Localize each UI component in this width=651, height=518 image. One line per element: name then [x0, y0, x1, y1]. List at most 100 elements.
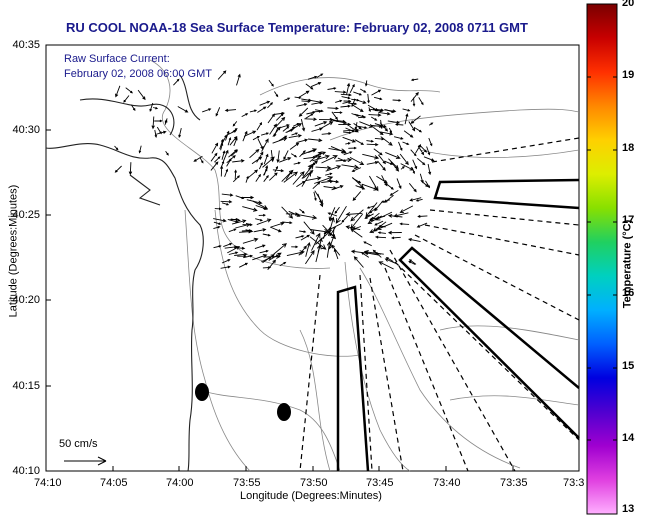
- current-vector: [402, 141, 410, 145]
- current-vector: [370, 116, 378, 121]
- current-vector: [220, 265, 231, 269]
- x-tick-label: 74:00: [166, 477, 194, 489]
- current-vector: [243, 130, 257, 137]
- current-vector: [255, 173, 261, 182]
- surface-current-vectors: [114, 70, 435, 270]
- current-vector: [353, 91, 363, 96]
- current-vector: [387, 230, 402, 235]
- current-vector: [345, 127, 355, 133]
- current-vector: [327, 179, 340, 184]
- current-vector: [232, 175, 241, 183]
- current-vector: [385, 108, 395, 113]
- current-vector: [298, 90, 310, 98]
- current-vector: [155, 130, 167, 135]
- current-vector: [381, 175, 388, 187]
- current-vector: [291, 245, 299, 249]
- current-vector: [263, 153, 269, 165]
- current-vector: [408, 121, 416, 132]
- current-vector: [328, 147, 346, 153]
- current-vector: [391, 236, 401, 240]
- current-vector: [309, 99, 324, 104]
- current-vector: [417, 214, 428, 218]
- current-vector: [369, 215, 386, 221]
- current-vector: [275, 116, 286, 128]
- current-vector: [164, 118, 168, 124]
- current-vector: [374, 201, 383, 212]
- current-vector: [299, 150, 306, 158]
- current-vector: [232, 121, 238, 127]
- x-tick-label: 73:3: [563, 477, 585, 489]
- buoy-marker: [277, 403, 291, 421]
- radar-beam-dashes: [299, 137, 580, 472]
- current-vector: [300, 119, 306, 132]
- current-vector: [327, 87, 337, 90]
- current-vector: [230, 149, 238, 157]
- current-vector: [263, 174, 269, 182]
- current-vector: [253, 228, 267, 233]
- current-vector: [308, 138, 323, 143]
- current-vector: [138, 145, 142, 154]
- plot-frame: [45, 44, 580, 472]
- current-vector: [367, 93, 370, 104]
- current-vector: [272, 169, 285, 173]
- current-vector: [257, 138, 264, 150]
- current-vector: [341, 215, 348, 223]
- current-vector: [312, 181, 321, 190]
- y-tick-label: 40:10: [12, 465, 40, 477]
- colorbar-tick-label: 18: [622, 142, 635, 154]
- current-vector: [305, 113, 314, 119]
- current-vector: [327, 106, 339, 110]
- current-vector: [230, 218, 241, 222]
- current-vector: [221, 150, 226, 160]
- current-vector: [299, 208, 305, 214]
- current-vector: [400, 166, 405, 170]
- current-vector: [221, 259, 231, 264]
- current-vector: [149, 102, 154, 112]
- current-vector: [269, 226, 282, 233]
- current-vector: [261, 138, 269, 152]
- current-vector: [214, 156, 221, 163]
- current-vector: [364, 80, 368, 87]
- current-vector: [321, 155, 338, 164]
- current-vector: [315, 244, 322, 263]
- y-tick-label: 40:25: [12, 209, 40, 221]
- current-vector: [408, 237, 421, 243]
- current-vector: [225, 130, 230, 141]
- current-vector: [392, 99, 402, 102]
- colorbar-tick-label: 17: [622, 214, 635, 226]
- current-vector: [193, 155, 203, 162]
- current-vector: [281, 169, 294, 182]
- current-vector: [152, 106, 159, 110]
- current-vector: [283, 97, 291, 102]
- current-vector: [369, 175, 379, 192]
- x-axis-label: Longitude (Degrees:Minutes): [240, 490, 382, 502]
- current-vector: [268, 172, 278, 181]
- current-vector: [331, 111, 338, 120]
- current-vector: [273, 243, 287, 255]
- current-vector: [423, 156, 435, 162]
- current-vector: [389, 190, 399, 196]
- current-vector: [315, 230, 332, 245]
- colorbar-ticks: [587, 76, 617, 441]
- current-vector: [417, 157, 426, 166]
- current-vector: [300, 234, 311, 241]
- current-vector: [319, 121, 334, 130]
- current-vector: [385, 257, 394, 262]
- current-vector: [327, 222, 343, 231]
- current-vector: [350, 213, 363, 230]
- current-vector: [402, 108, 411, 112]
- current-vector: [343, 151, 353, 156]
- current-vector: [223, 242, 233, 248]
- current-vector: [210, 152, 218, 162]
- current-vector: [254, 244, 266, 250]
- current-vector: [281, 206, 294, 219]
- current-vector: [378, 154, 386, 165]
- current-vector: [283, 150, 289, 160]
- current-vector: [349, 83, 355, 94]
- current-vector: [263, 168, 268, 176]
- current-vector: [131, 104, 136, 112]
- current-vector: [408, 261, 416, 265]
- current-vector: [335, 99, 343, 103]
- current-vector: [232, 159, 245, 163]
- colorbar-tick-label: 16: [622, 287, 635, 299]
